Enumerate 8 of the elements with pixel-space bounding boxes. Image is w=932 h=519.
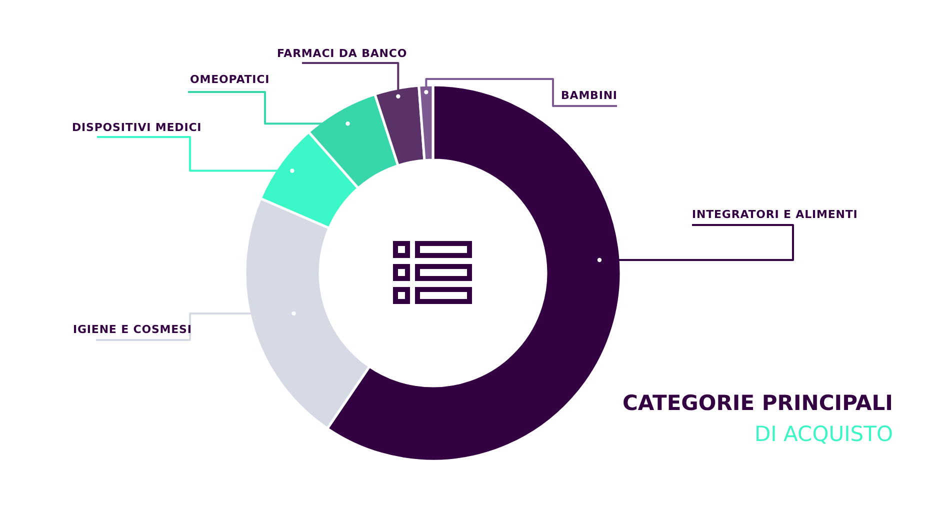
slice-label: BAMBINI xyxy=(561,89,618,102)
slice-label: INTEGRATORI E ALIMENTI xyxy=(692,208,858,221)
text: DI ACQUISTO xyxy=(754,422,893,446)
slice-label: IGIENE E COSMESI xyxy=(73,323,192,336)
slice-label: FARMACI DA BANCO xyxy=(277,47,408,60)
text: CATEGORIE PRINCIPALI xyxy=(622,391,893,415)
slice-label: OMEOPATICI xyxy=(190,73,270,86)
slice-label: DISPOSITIVI MEDICI xyxy=(72,121,202,134)
